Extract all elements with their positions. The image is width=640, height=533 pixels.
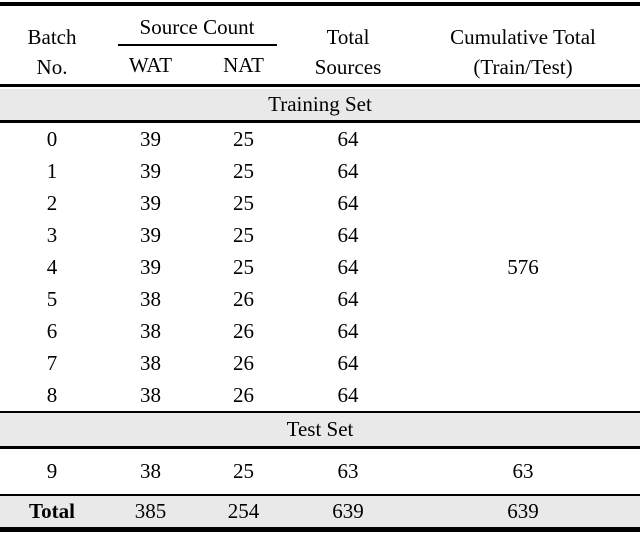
cell-batch: 6 <box>46 318 58 343</box>
header-batch-line2: No. <box>36 55 68 79</box>
cell-cumulative <box>406 315 640 347</box>
table-bottom-rule <box>0 527 640 532</box>
cell-wat: 39 <box>140 158 161 183</box>
source-count-underline <box>118 44 277 46</box>
total-row-top-rule <box>0 493 640 496</box>
header-total-line1: Total <box>326 25 370 49</box>
cell-cumulative <box>406 219 640 251</box>
cell-nat: 25 <box>233 222 254 247</box>
cell-total: 64 <box>337 254 359 279</box>
cell-nat: 25 <box>233 158 254 183</box>
cell-nat-total: 254 <box>227 499 260 523</box>
header-source-subcolumns: WAT NAT <box>104 46 290 84</box>
test-band-bottom-rule <box>0 446 640 449</box>
cell-nat: 26 <box>233 286 254 311</box>
cell-wat: 38 <box>140 318 161 343</box>
cell-total: 64 <box>337 190 359 215</box>
table-row: 7 38 26 64 <box>0 347 640 379</box>
cell-total: 64 <box>337 350 359 375</box>
cell-total-sources-total: 639 <box>332 499 364 523</box>
cell-nat: 25 <box>233 126 254 151</box>
table-top-rule <box>0 2 640 6</box>
cell-wat: 39 <box>140 190 161 215</box>
cell-total: 64 <box>337 126 359 151</box>
cell-wat: 38 <box>140 382 161 407</box>
header-source-count: Source Count <box>139 15 255 39</box>
table-row: 8 38 26 64 <box>0 379 640 411</box>
cell-total: 64 <box>337 382 359 407</box>
cell-nat: 26 <box>233 350 254 375</box>
cell-nat: 25 <box>233 458 254 483</box>
table-row: 0 39 25 64 <box>0 123 640 155</box>
header-total-line2: Sources <box>314 55 382 79</box>
cell-cumulative: 63 <box>512 458 534 483</box>
header-source-count-group: Source Count WAT NAT <box>104 6 290 84</box>
cell-cumulative <box>406 379 640 411</box>
header-cumulative-line1: Cumulative Total <box>450 25 596 49</box>
total-row: Total 385 254 639 639 <box>0 496 640 527</box>
header-cumulative-line2: (Train/Test) <box>473 55 573 79</box>
table-row: 3 39 25 64 <box>0 219 640 251</box>
cell-batch: 9 <box>46 458 58 483</box>
cell-total: 64 <box>337 158 359 183</box>
cell-batch: 4 <box>46 254 58 279</box>
total-row-label: Total <box>29 499 75 523</box>
header-total-sources: Total Sources <box>290 6 406 84</box>
section-band-test: Test Set <box>0 413 640 446</box>
cell-cumulative: 576 <box>507 254 539 279</box>
cell-total: 64 <box>337 286 359 311</box>
cell-batch: 2 <box>46 190 58 215</box>
header-cumulative-total: Cumulative Total (Train/Test) <box>406 6 640 84</box>
cell-batch: 0 <box>46 126 58 151</box>
rule-gap <box>0 86 640 89</box>
cell-cumulative <box>406 347 640 379</box>
cell-total: 64 <box>337 222 359 247</box>
table-row: 9 38 25 63 63 <box>0 449 640 494</box>
table-header: Batch No. Source Count WAT NAT Total Sou… <box>0 6 640 84</box>
cell-cumulative <box>406 187 640 219</box>
cell-cumulative-total: 639 <box>507 499 539 523</box>
cell-wat: 38 <box>140 350 161 375</box>
header-wat: WAT <box>128 52 173 77</box>
cell-total: 63 <box>337 458 359 483</box>
table-row: 2 39 25 64 <box>0 187 640 219</box>
table-row: 5 38 26 64 <box>0 283 640 315</box>
cell-wat-total: 385 <box>134 499 167 523</box>
cell-cumulative <box>406 283 640 315</box>
cell-nat: 26 <box>233 318 254 343</box>
training-band-bottom-rule <box>0 120 640 123</box>
header-batch-line1: Batch <box>27 25 77 49</box>
header-nat: NAT <box>223 52 264 77</box>
test-band-top-rule <box>0 410 640 413</box>
header-bottom-rule <box>0 84 640 87</box>
cell-nat: 25 <box>233 190 254 215</box>
cell-wat: 38 <box>140 458 161 483</box>
table-row: 6 38 26 64 <box>0 315 640 347</box>
cell-batch: 8 <box>46 382 58 407</box>
cell-wat: 39 <box>140 254 161 279</box>
cell-wat: 38 <box>140 286 161 311</box>
cell-cumulative <box>406 123 640 155</box>
table-row: 4 39 25 64 576 <box>0 251 640 283</box>
header-batch-no: Batch No. <box>0 6 104 84</box>
cell-total: 64 <box>337 318 359 343</box>
cell-batch: 1 <box>46 158 58 183</box>
cell-wat: 39 <box>140 126 161 151</box>
cell-nat: 26 <box>233 382 254 407</box>
cell-batch: 5 <box>46 286 58 311</box>
cell-batch: 3 <box>46 222 58 247</box>
cell-batch: 7 <box>46 350 58 375</box>
section-band-training: Training Set <box>0 89 640 120</box>
cell-nat: 25 <box>233 254 254 279</box>
table-row: 1 39 25 64 <box>0 155 640 187</box>
cell-cumulative <box>406 155 640 187</box>
cell-wat: 39 <box>140 222 161 247</box>
